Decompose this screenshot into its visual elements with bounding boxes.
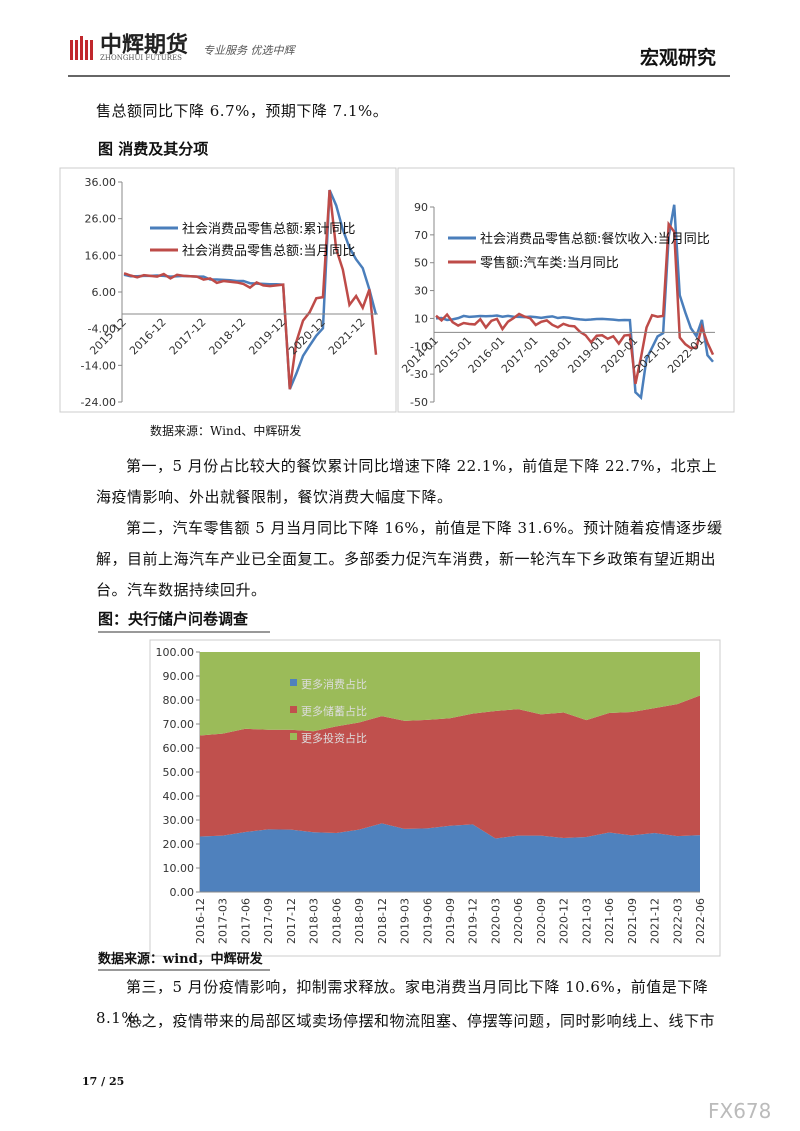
line: [123, 189, 378, 390]
y-tick-label: 70: [414, 229, 428, 242]
page-number: 17 / 25: [82, 1075, 125, 1088]
x-tick-label: 2020-03: [489, 898, 502, 944]
y-tick-label: 70.00: [163, 718, 195, 731]
area: [200, 652, 700, 736]
y-tick-label: -30: [410, 368, 428, 381]
watermark: FX678: [708, 1099, 772, 1123]
logo-en: ZHONGHUI FUTURES: [100, 54, 182, 62]
paragraph: 第二，汽车零售额 5 月当月同比下降 16%，前值是下降 31.6%。预计随着疫…: [96, 519, 723, 599]
x-tick-label: 2019-12: [467, 898, 480, 944]
y-tick-label: -14.00: [81, 359, 116, 372]
chart-frame: [149, 639, 721, 957]
y-tick-label: 26.00: [85, 213, 117, 226]
y-tick-label: 0.00: [170, 886, 195, 899]
legend-label: 社会消费品零售总额:餐饮收入:当月同比: [480, 231, 710, 247]
x-tick-label: 2018-03: [308, 898, 321, 944]
x-tick-label: 2017-06: [239, 898, 252, 944]
slogan: 专业服务 优选中辉: [203, 44, 295, 57]
x-tick-label: 2016-12: [194, 898, 207, 944]
y-tick-label: 10: [414, 312, 428, 325]
x-tick-label: 2017-03: [217, 898, 230, 944]
legend-label: 更多储蓄占比: [301, 704, 367, 718]
y-tick-label: 36.00: [85, 176, 117, 189]
chart-frame: [59, 167, 397, 413]
y-tick-label: -4.00: [88, 323, 116, 336]
y-tick-label: -24.00: [81, 396, 116, 409]
x-tick-label: 2018-12: [376, 898, 389, 944]
x-tick-label: 2022-01: [665, 334, 707, 376]
y-tick-label: 30: [414, 285, 428, 298]
x-tick-label: 2021-09: [626, 898, 639, 944]
legend-key: [290, 679, 297, 686]
legend-label: 社会消费品零售总额:当月同比: [182, 243, 355, 259]
x-tick-label: 2016-12: [127, 316, 169, 358]
x-tick-label: 2018-06: [330, 898, 343, 944]
legend-label: 更多消费占比: [301, 677, 367, 691]
y-tick-label: 90: [414, 201, 428, 214]
area: [200, 695, 700, 839]
x-tick-label: 2021-12: [326, 316, 368, 358]
x-tick-label: 2018-09: [353, 898, 366, 944]
x-tick-label: 2017-09: [262, 898, 275, 944]
x-tick-label: 2019-06: [421, 898, 434, 944]
paragraph: 总之，疫情带来的局部区域卖场停摆和物流阻塞、停摆等问题，同时影响线上、线下市: [126, 1012, 716, 1030]
area: [200, 823, 700, 892]
x-tick-label: 2017-12: [285, 898, 298, 944]
y-tick-label: -10: [410, 340, 428, 353]
x-tick-label: 2020-06: [512, 898, 525, 944]
y-tick-label: 6.00: [92, 286, 117, 299]
source: 数据来源：Wind、中辉研发: [150, 424, 302, 438]
legend-label: 社会消费品零售总额:累计同比: [182, 221, 355, 237]
figure-title: 图：央行储户问卷调查: [98, 610, 249, 628]
legend-key: [290, 706, 297, 713]
x-tick-label: 2020-12: [558, 898, 571, 944]
x-tick-label: 2022-03: [671, 898, 684, 944]
paragraph: 第三，5 月份疫情影响，抑制需求释放。家电消费当月同比下降 10.6%，前值是下…: [96, 978, 709, 1027]
logo-icon: [70, 36, 93, 60]
x-tick-label: 2021-12: [649, 898, 662, 944]
paragraph: 售总额同比下降 6.7%，预期下降 7.1%。: [96, 102, 389, 120]
x-tick-label: 2019-12: [246, 316, 288, 358]
y-tick-label: -50: [410, 396, 428, 409]
y-tick-label: 50.00: [163, 766, 195, 779]
x-tick-label: 2019-03: [399, 898, 412, 944]
paragraph: 第一，5 月份占比较大的餐饮累计同比增速下降 22.1%，前值是下降 22.7%…: [96, 457, 718, 506]
chart-frame: [397, 167, 735, 413]
line: [435, 220, 715, 385]
y-tick-label: 20.00: [163, 838, 195, 851]
y-tick-label: 90.00: [163, 670, 195, 683]
y-tick-label: 100.00: [156, 646, 195, 659]
y-tick-label: 60.00: [163, 742, 195, 755]
y-tick-label: 30.00: [163, 814, 195, 827]
x-tick-label: 2019-09: [444, 898, 457, 944]
x-tick-label: 2022-06: [694, 898, 707, 944]
y-tick-label: 80.00: [163, 694, 195, 707]
x-tick-label: 2018-12: [207, 316, 249, 358]
y-tick-label: 40.00: [163, 790, 195, 803]
legend-key: [290, 733, 297, 740]
legend-label: 零售额:汽车类:当月同比: [480, 255, 619, 271]
x-tick-label: 2021-03: [580, 898, 593, 944]
figure-title: 图 消费及其分项: [98, 140, 209, 158]
section: 宏观研究: [640, 47, 717, 69]
x-tick-label: 2020-09: [535, 898, 548, 944]
y-tick-label: 10.00: [163, 862, 195, 875]
x-tick-label: 2021-06: [603, 898, 616, 944]
legend-label: 更多投资占比: [301, 731, 367, 745]
source: 数据来源：wind，中辉研发: [98, 952, 263, 967]
logo-cn: 中辉期货: [100, 32, 189, 58]
y-tick-label: 16.00: [85, 249, 117, 262]
y-tick-label: 50: [414, 257, 428, 270]
line: [123, 189, 378, 390]
x-tick-label: 2017-12: [167, 316, 209, 358]
